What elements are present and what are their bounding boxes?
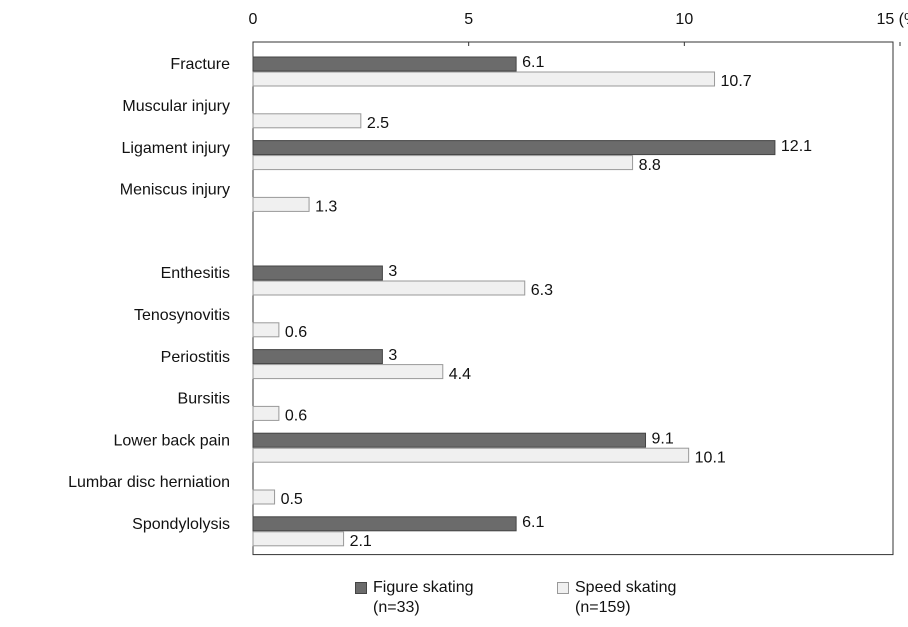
bar — [252, 280, 526, 296]
bar — [252, 196, 310, 212]
data-label: 6.3 — [531, 282, 553, 299]
bar — [252, 265, 383, 281]
data-label: 2.1 — [350, 533, 372, 550]
legend-label: Figure skating (n=33) — [373, 579, 474, 616]
data-label: 4.4 — [449, 366, 471, 383]
y-tick-label: Ligament injury — [122, 140, 231, 157]
y-tick-label: Muscular injury — [122, 98, 230, 115]
legend-item: Figure skating (n=33) — [355, 578, 503, 618]
x-tick-label: 5 — [464, 11, 473, 28]
data-label: 0.6 — [285, 408, 307, 425]
x-tick-label: 0 — [249, 11, 258, 28]
bar — [252, 405, 280, 421]
bar — [252, 56, 517, 72]
bar — [252, 71, 716, 87]
bar — [252, 349, 383, 365]
legend-swatch — [557, 582, 569, 594]
y-tick-label: Lower back pain — [113, 432, 230, 449]
data-label: 6.1 — [522, 54, 544, 71]
y-tick-label: Lumbar disc herniation — [68, 474, 230, 491]
data-label: 0.6 — [285, 324, 307, 341]
bar — [252, 364, 444, 380]
legend-swatch — [355, 582, 367, 594]
data-label: 1.3 — [315, 199, 337, 216]
data-label: 3 — [388, 347, 397, 364]
y-tick-label: Fracture — [170, 56, 230, 73]
y-tick-label: Spondylolysis — [132, 516, 230, 533]
bar — [252, 447, 690, 463]
y-tick-label: Enthesitis — [161, 265, 230, 282]
y-tick-label: Tenosynovitis — [134, 307, 230, 324]
data-label: 2.5 — [367, 115, 389, 132]
y-tick-label: Bursitis — [178, 391, 230, 408]
y-tick-label: Meniscus injury — [120, 182, 230, 199]
bar — [252, 531, 345, 547]
data-label: 8.8 — [639, 157, 661, 174]
chart: 0 5 10 15 (%) Fracture 6.1 10.7 Muscular injury… — [68, 11, 908, 556]
bar — [252, 113, 362, 129]
x-tick-label: 10 — [675, 11, 693, 28]
bar — [252, 516, 517, 532]
x-tick-label: 15 (%) — [876, 11, 908, 28]
legend-item: Speed skating (n=159) — [557, 578, 705, 618]
data-label: 3 — [388, 263, 397, 280]
data-label: 6.1 — [522, 514, 544, 531]
data-label: 10.1 — [695, 449, 726, 466]
bar — [252, 140, 776, 156]
data-label: 9.1 — [652, 430, 674, 447]
data-label: 12.1 — [781, 138, 812, 155]
bar — [252, 322, 280, 338]
y-tick-label: Periostitis — [161, 349, 230, 366]
data-label: 10.7 — [721, 73, 752, 90]
plot-frame — [252, 41, 894, 556]
legend-label: Speed skating (n=159) — [575, 579, 677, 616]
bar — [252, 489, 276, 505]
bar — [252, 155, 634, 171]
data-label: 0.5 — [281, 491, 303, 508]
bar — [252, 432, 647, 448]
